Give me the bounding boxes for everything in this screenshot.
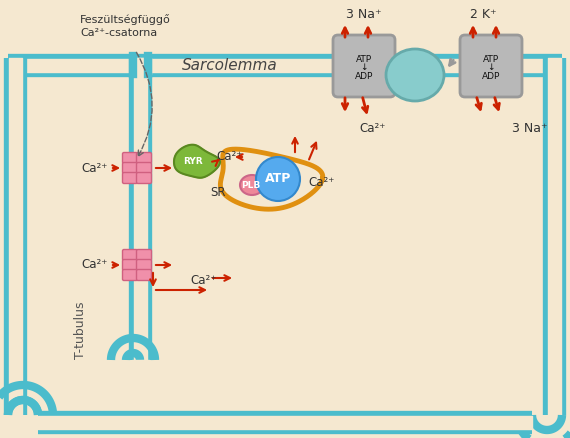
FancyBboxPatch shape (123, 250, 137, 261)
Text: Ca²⁺-csatorna: Ca²⁺-csatorna (80, 28, 157, 38)
Text: T-tubulus: T-tubulus (74, 301, 87, 359)
Text: Ca²⁺: Ca²⁺ (82, 258, 108, 272)
Polygon shape (221, 149, 323, 209)
Text: 3 Na⁺: 3 Na⁺ (346, 7, 382, 21)
Text: RYR: RYR (183, 158, 203, 166)
FancyBboxPatch shape (460, 35, 522, 97)
Text: ATP
↓
ADP: ATP ↓ ADP (355, 55, 373, 81)
Ellipse shape (240, 175, 264, 195)
Text: ATP
↓
ADP: ATP ↓ ADP (482, 55, 500, 81)
FancyBboxPatch shape (123, 259, 137, 271)
Text: Ca²⁺: Ca²⁺ (217, 151, 243, 163)
Text: 2 K⁺: 2 K⁺ (470, 7, 496, 21)
FancyBboxPatch shape (136, 162, 152, 173)
Text: Feszültségfüggő: Feszültségfüggő (80, 14, 171, 25)
FancyBboxPatch shape (123, 173, 137, 184)
Text: Ca²⁺: Ca²⁺ (190, 273, 217, 286)
FancyBboxPatch shape (123, 269, 137, 280)
Text: Ca²⁺: Ca²⁺ (360, 121, 386, 134)
Ellipse shape (386, 49, 444, 101)
Text: Ca²⁺: Ca²⁺ (82, 162, 108, 174)
Text: 3 Na⁺: 3 Na⁺ (512, 121, 548, 134)
Text: PLB: PLB (241, 181, 260, 191)
Text: Ca²⁺: Ca²⁺ (308, 176, 335, 188)
FancyBboxPatch shape (333, 35, 395, 97)
FancyBboxPatch shape (136, 152, 152, 163)
FancyBboxPatch shape (136, 250, 152, 261)
Text: SR: SR (210, 186, 226, 198)
Text: ATP: ATP (265, 173, 291, 186)
Circle shape (256, 157, 300, 201)
Polygon shape (174, 145, 220, 178)
FancyBboxPatch shape (136, 269, 152, 280)
FancyBboxPatch shape (136, 259, 152, 271)
FancyBboxPatch shape (123, 152, 137, 163)
FancyBboxPatch shape (136, 173, 152, 184)
FancyBboxPatch shape (123, 162, 137, 173)
Text: Sarcolemma: Sarcolemma (182, 59, 278, 74)
